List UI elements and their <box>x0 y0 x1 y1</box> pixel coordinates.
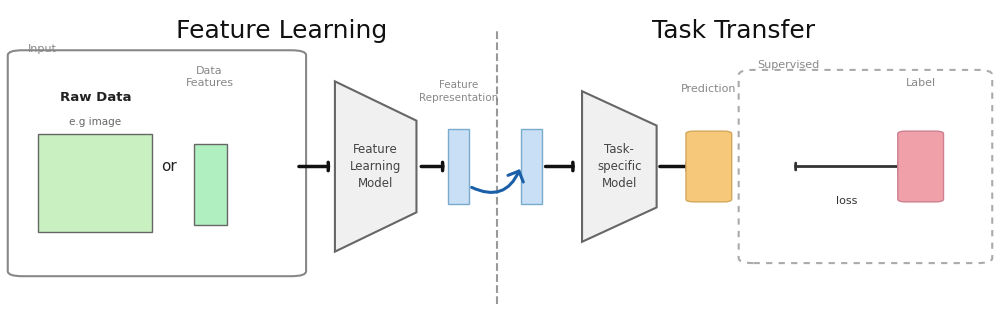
Text: Label: Label <box>906 78 936 88</box>
Text: Task-
specific
Model: Task- specific Model <box>597 143 642 190</box>
Text: Feature Learning: Feature Learning <box>176 19 387 43</box>
Text: Task Transfer: Task Transfer <box>652 19 815 43</box>
Text: Feature
Learning
Model: Feature Learning Model <box>350 143 401 190</box>
Text: Raw Data: Raw Data <box>60 91 131 104</box>
Bar <box>521 129 542 204</box>
FancyArrowPatch shape <box>472 171 523 192</box>
Text: Data
Features: Data Features <box>186 66 234 88</box>
Text: Input: Input <box>28 44 57 54</box>
Polygon shape <box>582 91 657 242</box>
Bar <box>448 129 469 204</box>
FancyBboxPatch shape <box>686 131 732 202</box>
Text: Prediction: Prediction <box>681 85 737 95</box>
Text: Feature
Representation: Feature Representation <box>419 80 498 103</box>
Polygon shape <box>335 81 416 252</box>
Text: Supervised: Supervised <box>758 60 820 70</box>
Text: or: or <box>161 159 177 174</box>
Bar <box>38 134 152 232</box>
Text: loss: loss <box>836 196 858 206</box>
FancyBboxPatch shape <box>8 50 306 276</box>
Bar <box>194 144 227 225</box>
FancyBboxPatch shape <box>898 131 944 202</box>
Text: e.g image: e.g image <box>69 117 121 127</box>
